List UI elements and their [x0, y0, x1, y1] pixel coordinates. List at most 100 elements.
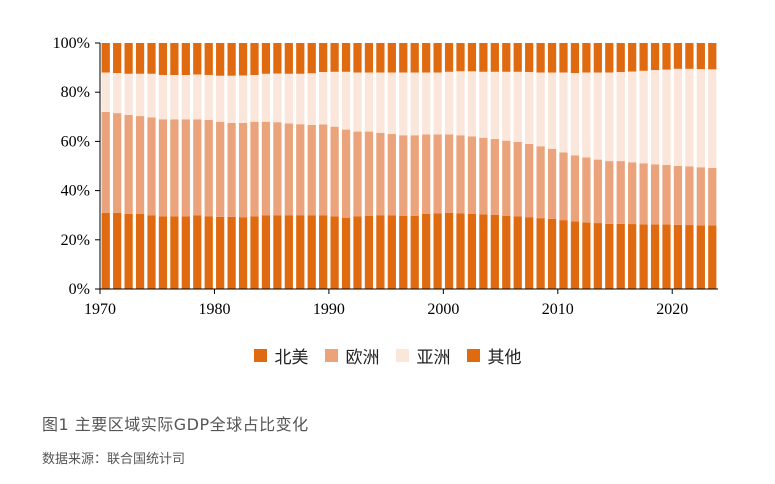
bar-segment-1981-s1	[227, 122, 236, 217]
bar-segment-1989-s0	[319, 215, 328, 289]
bar-segment-2000-s1	[444, 134, 454, 213]
legend-item-north-america: 北美	[253, 343, 309, 368]
bar-segment-2012-s2	[582, 72, 591, 158]
bar-segment-1982-s0	[238, 217, 248, 289]
bar-segment-2022-s3	[696, 43, 705, 70]
bar-segment-1995-s1	[387, 134, 396, 216]
bar-segment-1980-s1	[216, 121, 225, 217]
bar-segment-1980-s3	[216, 43, 225, 76]
bar-segment-1998-s0	[422, 213, 431, 289]
bar-segment-2009-s0	[547, 218, 557, 289]
bar-segment-1985-s1	[273, 122, 282, 216]
bar-segment-2019-s3	[662, 43, 671, 70]
bar-segment-1988-s2	[307, 73, 316, 125]
bar-segment-1971-s3	[113, 43, 122, 74]
bar-segment-1979-s3	[204, 43, 213, 75]
bar-segment-1992-s1	[353, 131, 362, 217]
bar-segment-1977-s1	[181, 119, 190, 217]
bar-segment-1976-s0	[170, 216, 179, 289]
bar-segment-2010-s3	[559, 43, 568, 73]
bar-segment-2016-s1	[628, 162, 637, 225]
bar-segment-2022-s1	[696, 167, 705, 226]
bar-segment-1984-s3	[261, 43, 271, 74]
bar-segment-2012-s1	[582, 157, 591, 223]
bar-segment-1987-s2	[296, 73, 305, 125]
bar-segment-1994-s1	[376, 132, 385, 216]
bar-segment-1997-s3	[410, 43, 419, 73]
gdp-share-chart: 0% 20% 40% 60% 80% 100% 1970 1980 1990 2000 2010 2…	[53, 35, 718, 318]
bar-segment-2002-s0	[467, 213, 477, 289]
bar-segment-2003-s3	[479, 43, 488, 72]
bar-segment-2000-s3	[444, 43, 454, 72]
bar-segment-1970-s2	[101, 72, 110, 112]
bar-segment-1989-s1	[319, 124, 328, 216]
bar-segment-2022-s2	[696, 69, 705, 168]
y-axis-ticks: 0% 20% 40% 60% 80% 100%	[53, 35, 100, 298]
bar-segment-2014-s0	[605, 223, 614, 289]
bar-segment-2011-s1	[570, 155, 580, 222]
legend-item-europe: 欧洲	[324, 343, 380, 368]
legend-label: 欧洲	[345, 348, 380, 368]
bar-segment-2017-s3	[639, 43, 648, 71]
bar-segment-2001-s0	[456, 213, 465, 289]
bar-segment-1978-s2	[193, 74, 202, 120]
bar-segment-1987-s3	[296, 43, 305, 74]
bar-segment-2006-s1	[513, 141, 522, 217]
bar-segment-1974-s2	[147, 73, 156, 118]
bar-segment-2009-s1	[547, 148, 557, 219]
legend-swatch	[324, 349, 338, 362]
bar-segment-2010-s1	[559, 152, 568, 221]
bar-segment-2020-s2	[673, 68, 683, 166]
bar-segment-1973-s3	[135, 43, 145, 74]
x-tick-label: 2020	[656, 301, 688, 318]
bar-segment-1977-s2	[181, 74, 190, 120]
bar-segment-1988-s0	[307, 215, 316, 289]
bar-segment-1991-s1	[341, 129, 351, 218]
bar-segment-1985-s3	[273, 43, 282, 74]
bar-segment-1990-s3	[330, 43, 339, 72]
bar-segment-2010-s2	[559, 72, 568, 153]
bar-segment-1998-s2	[422, 72, 431, 135]
bar-segment-2015-s3	[616, 43, 625, 73]
bar-segment-2018-s1	[650, 164, 660, 225]
bar-segment-1992-s2	[353, 72, 362, 132]
bar-segment-2010-s0	[559, 220, 568, 289]
bar-segment-2023-s2	[708, 69, 717, 168]
bar-segment-2015-s0	[616, 223, 625, 289]
legend-swatch	[253, 349, 267, 362]
bar-segment-1996-s3	[399, 43, 408, 73]
bar-segment-1999-s1	[433, 134, 442, 214]
axes	[99, 43, 718, 290]
bar-segment-1980-s2	[216, 75, 225, 122]
bar-segment-1998-s1	[422, 134, 431, 214]
bar-segment-1973-s1	[135, 116, 145, 214]
bar-segment-1978-s0	[193, 215, 202, 289]
bar-segment-1983-s1	[250, 121, 259, 217]
x-tick-label: 1970	[84, 301, 116, 318]
bar-segment-1978-s3	[193, 43, 202, 75]
x-tick-label: 2000	[427, 301, 459, 318]
bar-segment-2002-s2	[467, 71, 477, 137]
bar-segment-1994-s0	[376, 215, 385, 289]
bar-segment-1978-s1	[193, 119, 202, 216]
bar-segment-1971-s2	[113, 73, 122, 114]
bar-segment-2000-s0	[444, 212, 454, 289]
bar-segment-1974-s1	[147, 117, 156, 216]
x-tick-label: 2010	[542, 301, 574, 318]
bar-segment-1976-s1	[170, 119, 179, 217]
bar-segment-2006-s2	[513, 71, 522, 142]
bar-segment-1994-s3	[376, 43, 385, 73]
bar-segment-1973-s2	[135, 73, 145, 117]
bar-segment-2016-s2	[628, 71, 637, 163]
bar-segment-2005-s2	[502, 71, 511, 141]
bar-segment-2008-s1	[536, 146, 545, 219]
bar-segment-1982-s2	[238, 75, 248, 123]
bar-segment-1986-s2	[284, 73, 293, 124]
y-tick-label: 60%	[61, 133, 90, 150]
bar-segment-1991-s0	[341, 217, 351, 289]
bar-segment-1988-s3	[307, 43, 316, 74]
bar-segment-2013-s3	[593, 43, 602, 73]
bar-segment-1993-s3	[364, 43, 374, 73]
bar-segment-1984-s1	[261, 121, 271, 216]
bar-segment-2004-s3	[490, 43, 499, 72]
